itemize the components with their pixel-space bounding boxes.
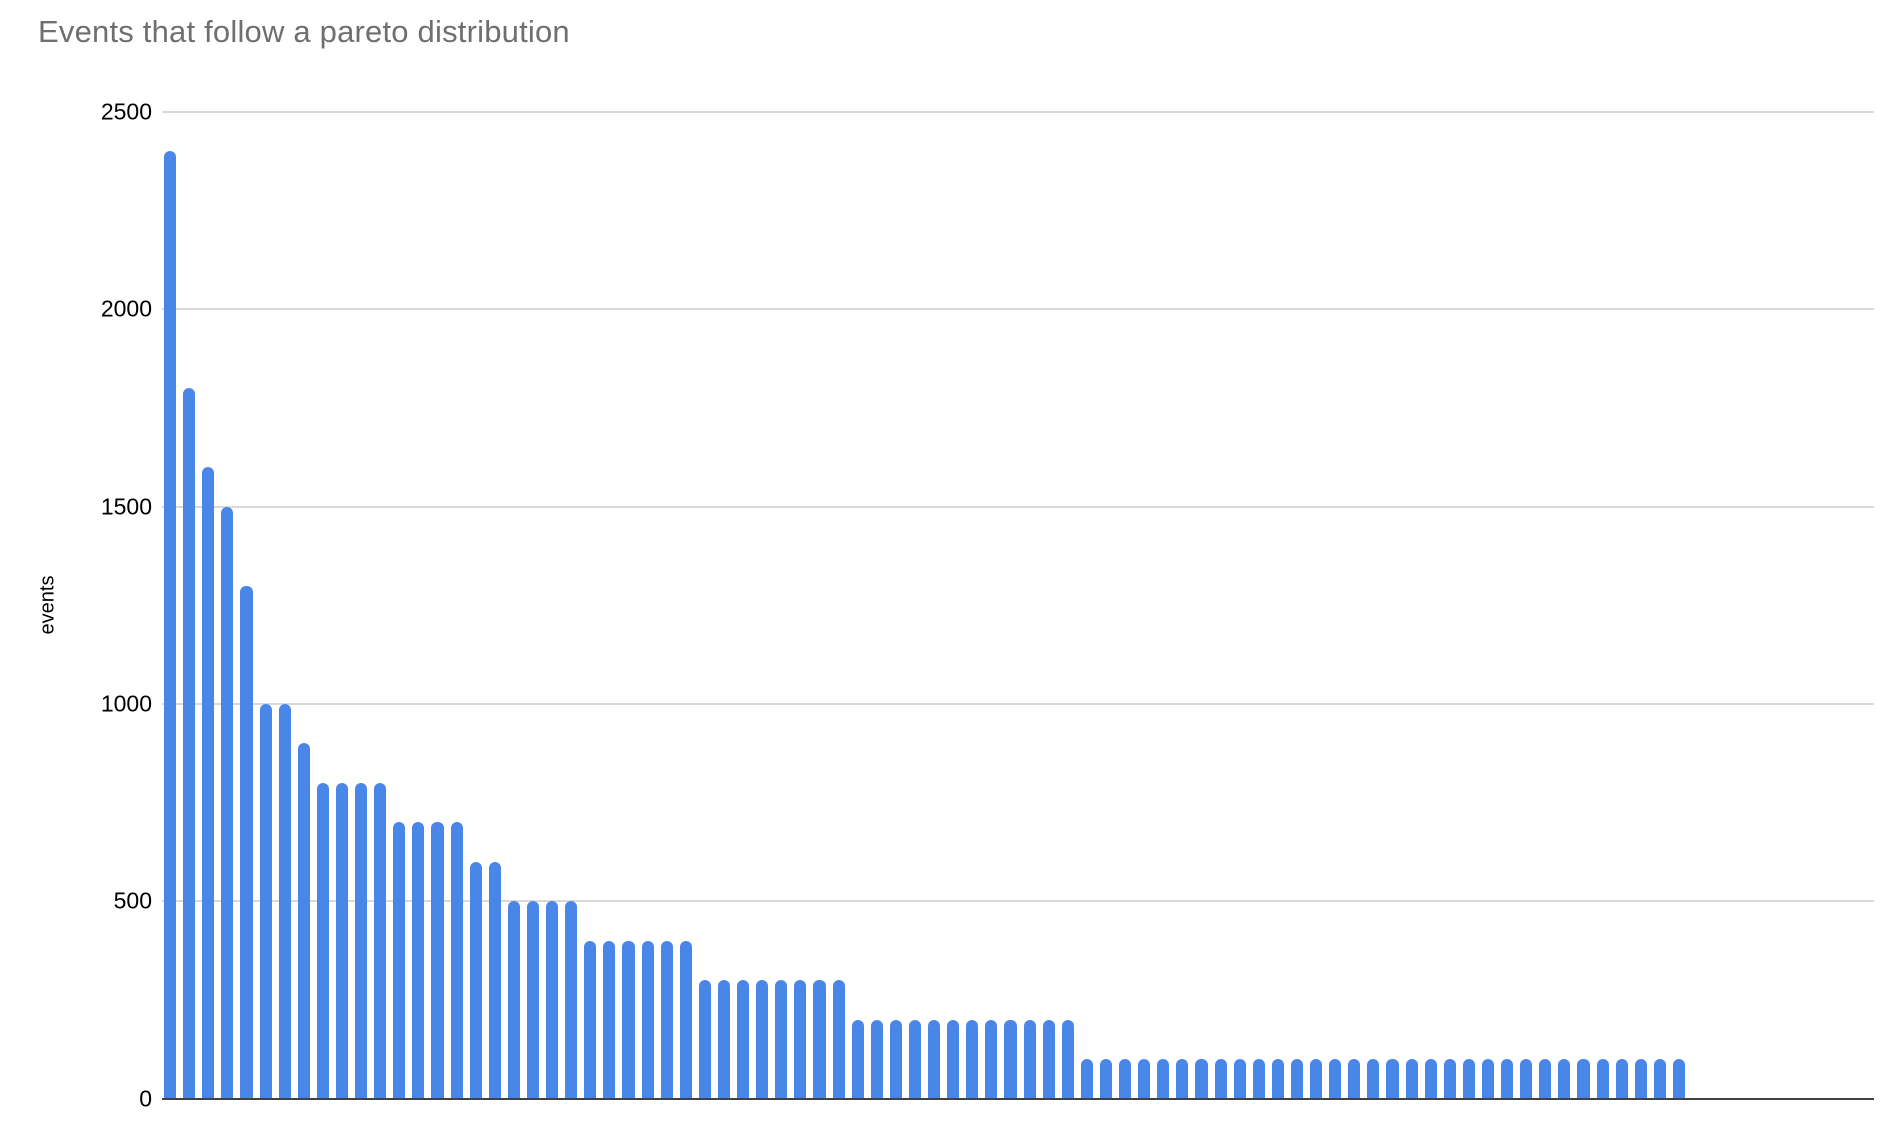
bar[interactable] xyxy=(1233,1059,1246,1099)
bar[interactable] xyxy=(1195,1059,1208,1099)
bar[interactable] xyxy=(565,901,578,1099)
bar[interactable] xyxy=(1577,1059,1590,1099)
bar[interactable] xyxy=(1023,1019,1036,1099)
bar[interactable] xyxy=(928,1019,941,1099)
bar[interactable] xyxy=(1042,1019,1055,1099)
bar[interactable] xyxy=(641,940,654,1099)
bar[interactable] xyxy=(717,980,731,1099)
bar[interactable] xyxy=(1558,1059,1571,1099)
bar[interactable] xyxy=(297,743,310,1099)
chart-title: Events that follow a pareto distribution xyxy=(38,14,570,49)
bar[interactable] xyxy=(507,901,520,1099)
bar[interactable] xyxy=(1443,1059,1456,1099)
bar[interactable] xyxy=(526,901,540,1099)
bar[interactable] xyxy=(966,1019,979,1099)
bar[interactable] xyxy=(240,585,253,1099)
y-tick-label-0: 0 xyxy=(139,1085,152,1112)
bar[interactable] xyxy=(469,861,482,1099)
bar[interactable] xyxy=(259,703,272,1099)
bar[interactable] xyxy=(1119,1059,1132,1099)
bar[interactable] xyxy=(488,861,501,1099)
bar[interactable] xyxy=(698,980,711,1099)
bar[interactable] xyxy=(1520,1059,1533,1099)
bar[interactable] xyxy=(660,940,673,1099)
bar[interactable] xyxy=(603,940,616,1099)
bar[interactable] xyxy=(1310,1059,1323,1099)
bar[interactable] xyxy=(164,151,177,1099)
bar[interactable] xyxy=(851,1019,864,1099)
bar[interactable] xyxy=(908,1019,922,1099)
bar[interactable] xyxy=(1596,1059,1609,1099)
bar[interactable] xyxy=(412,822,425,1099)
bar[interactable] xyxy=(202,467,215,1099)
bar[interactable] xyxy=(1271,1059,1284,1099)
bar[interactable] xyxy=(1367,1059,1380,1099)
bar[interactable] xyxy=(431,822,444,1099)
bar[interactable] xyxy=(1481,1059,1495,1099)
bar[interactable] xyxy=(355,782,368,1099)
gridline-1000 xyxy=(162,702,1874,705)
bar[interactable] xyxy=(1214,1059,1227,1099)
bar[interactable] xyxy=(278,703,291,1099)
bar[interactable] xyxy=(1061,1019,1074,1099)
bar[interactable] xyxy=(832,980,845,1099)
bar[interactable] xyxy=(1653,1059,1666,1099)
bar[interactable] xyxy=(546,901,559,1099)
bar[interactable] xyxy=(889,1019,902,1099)
bar[interactable] xyxy=(374,782,387,1099)
bar[interactable] xyxy=(1386,1059,1399,1099)
y-tick-label-1000: 1000 xyxy=(100,690,152,717)
x-axis-line xyxy=(162,1097,1874,1100)
bar[interactable] xyxy=(1290,1059,1304,1099)
bar[interactable] xyxy=(1004,1019,1017,1099)
bar[interactable] xyxy=(393,822,406,1099)
bar[interactable] xyxy=(1501,1059,1514,1099)
bar[interactable] xyxy=(985,1019,998,1099)
gridline-2500 xyxy=(162,110,1874,113)
gridline-2000 xyxy=(162,308,1874,311)
bar[interactable] xyxy=(1405,1059,1418,1099)
bar[interactable] xyxy=(1157,1059,1170,1099)
bar[interactable] xyxy=(813,980,826,1099)
bar[interactable] xyxy=(737,980,750,1099)
bar[interactable] xyxy=(679,940,692,1099)
bar[interactable] xyxy=(1329,1059,1342,1099)
gridline-1500 xyxy=(162,505,1874,508)
bar[interactable] xyxy=(316,782,329,1099)
y-tick-label-2000: 2000 xyxy=(100,295,152,322)
bar[interactable] xyxy=(1252,1059,1265,1099)
bar[interactable] xyxy=(622,940,635,1099)
bar[interactable] xyxy=(756,980,769,1099)
y-tick-label-2500: 2500 xyxy=(100,98,152,125)
y-tick-label-500: 500 xyxy=(113,887,152,914)
bar[interactable] xyxy=(183,388,196,1099)
bar[interactable] xyxy=(870,1019,883,1099)
bar[interactable] xyxy=(947,1019,960,1099)
bar[interactable] xyxy=(1634,1059,1647,1099)
y-tick-label-1500: 1500 xyxy=(100,493,152,520)
bar[interactable] xyxy=(1539,1059,1552,1099)
bar[interactable] xyxy=(1462,1059,1475,1099)
bar[interactable] xyxy=(221,506,234,1099)
bar[interactable] xyxy=(1138,1059,1151,1099)
bar[interactable] xyxy=(450,822,463,1099)
bar[interactable] xyxy=(1615,1059,1628,1099)
bar[interactable] xyxy=(1099,1059,1113,1099)
gridline-500 xyxy=(162,900,1874,903)
bar[interactable] xyxy=(1176,1059,1189,1099)
bar[interactable] xyxy=(1080,1059,1093,1099)
bar[interactable] xyxy=(584,940,597,1099)
bar[interactable] xyxy=(335,782,349,1099)
bar[interactable] xyxy=(1424,1059,1437,1099)
bar[interactable] xyxy=(1672,1059,1686,1099)
bar[interactable] xyxy=(1348,1059,1361,1099)
bar[interactable] xyxy=(794,980,807,1099)
bar[interactable] xyxy=(775,980,788,1099)
